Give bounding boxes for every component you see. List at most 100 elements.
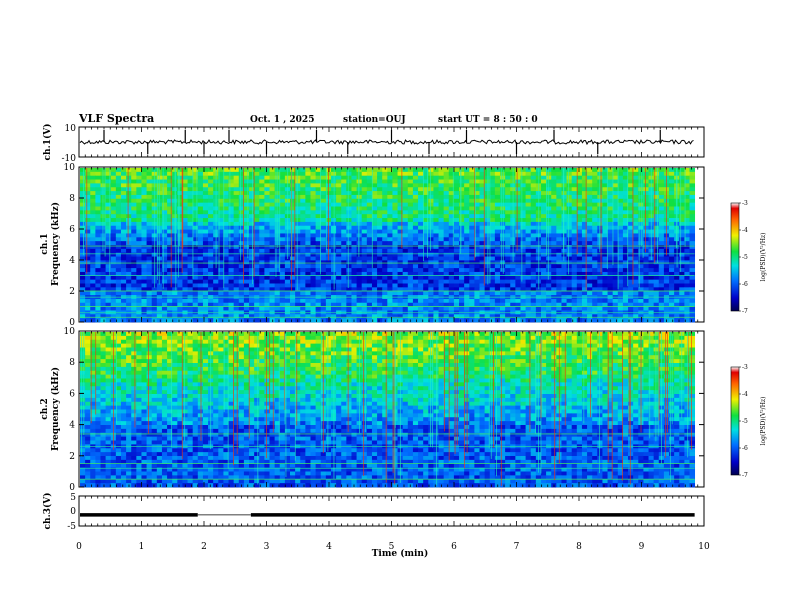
spectrogram-cell (202, 306, 209, 311)
spectrogram-cell (269, 206, 276, 211)
spectrogram-cell (85, 287, 91, 292)
spectrogram-cell (520, 260, 526, 265)
spectrogram-cell (571, 283, 578, 288)
spectrogram-cell (264, 283, 270, 288)
spectrogram-cell (161, 221, 168, 227)
spectrogram-cell (167, 229, 173, 234)
spectrogram-cell (228, 283, 235, 288)
spectrogram-cell (187, 191, 194, 196)
spectrogram-cell (607, 210, 614, 215)
spectrogram-cell (530, 225, 537, 230)
spectrogram-cell (264, 221, 270, 227)
spectrogram-cell (669, 248, 675, 254)
spectrogram-cell (658, 241, 665, 246)
spectrogram-cell (464, 275, 470, 281)
spectrogram-cell (638, 271, 644, 277)
spectrogram-cell (484, 233, 491, 238)
spectrogram-cell (597, 287, 603, 292)
spectrogram-cell (546, 318, 552, 323)
spectrogram-cell (448, 283, 455, 288)
spectrogram-cell (556, 318, 562, 323)
spectrogram-cell (581, 237, 588, 242)
spectrogram-cell (407, 314, 414, 319)
spectrogram-cell (474, 168, 480, 173)
spectrogram-cell (679, 229, 685, 234)
spectrogram-cell (581, 275, 588, 281)
spectrogram-cell (356, 291, 363, 296)
spectrogram-cell (469, 245, 475, 250)
spectrogram-cell (366, 218, 373, 223)
spectrogram-cell (269, 268, 276, 273)
spectrogram-cell (213, 318, 219, 323)
spectrogram-cell (223, 179, 229, 184)
spectrogram-cell (223, 221, 229, 227)
spectrogram-cell (397, 225, 404, 230)
spectrogram-cell (592, 175, 598, 180)
spectrogram-cell (146, 279, 153, 284)
spectrogram-cell (167, 214, 173, 219)
spectrogram-cell (418, 225, 424, 230)
spectrogram-cell (269, 248, 276, 254)
spectrogram-cell (264, 302, 270, 307)
spectrogram-cell (622, 318, 629, 323)
spectrogram-cell (233, 202, 240, 207)
spectrogram-cell (443, 318, 450, 323)
spectrogram-cell (633, 248, 639, 254)
spectrogram-cell (663, 275, 670, 281)
spectrogram-cell (218, 179, 224, 184)
spectrogram-cell (249, 245, 255, 250)
spectrogram-cell (530, 175, 537, 180)
spectrogram-cell (628, 271, 634, 277)
spectrogram-cell (305, 245, 311, 250)
spectrogram-cell (617, 302, 624, 307)
spectrogram-cell (182, 210, 188, 215)
spectrogram-cell (356, 233, 363, 238)
spectrogram-cell (566, 225, 573, 230)
spectrogram-cell (412, 302, 419, 307)
spectrogram-cell (643, 198, 649, 204)
spectrogram-cell (612, 302, 619, 307)
spectrogram-cell (453, 179, 460, 184)
spectrogram-cell (581, 306, 588, 311)
spectrogram-cell (438, 248, 445, 254)
spectrogram-cell (305, 187, 311, 192)
spectrogram-cell (110, 287, 117, 292)
spectrogram-cell (197, 275, 204, 281)
spectrogram-cell (305, 256, 311, 261)
spectrogram-cell (540, 318, 547, 323)
spectrogram-cell (397, 271, 404, 277)
spectrogram-cell (249, 279, 255, 284)
spectrogram-cell (80, 256, 86, 261)
spectrogram-cell (233, 179, 240, 184)
spectrogram-cell (161, 218, 168, 223)
spectrogram-cell (525, 233, 532, 238)
spectrogram-cell (407, 287, 414, 292)
spectrogram-cell (489, 283, 496, 288)
spectrogram-cell (336, 218, 342, 223)
spectrogram-cell (238, 245, 245, 250)
spectrogram-cell (361, 241, 368, 246)
spectrogram-cell (617, 202, 624, 207)
spectrogram-cell (172, 318, 178, 323)
spectrogram-cell (95, 210, 101, 215)
spectrogram-cell (453, 206, 460, 211)
spectrogram-cell (392, 291, 398, 296)
spectrogram-cell (126, 229, 132, 234)
spectrogram-cell (479, 306, 486, 311)
spectrogram-cell (300, 171, 306, 177)
spectrogram-cell (361, 198, 368, 204)
spectrogram-cell (346, 271, 352, 277)
ch1-waveform-ylabel: ch.1(V) (42, 124, 53, 161)
spectrogram-cell (469, 279, 475, 284)
spectrogram-cell (561, 287, 567, 292)
spectrogram-cell (520, 245, 526, 250)
spectrogram-cell (499, 175, 506, 180)
spectrogram-cell (438, 233, 445, 238)
spectrogram-cell (566, 233, 573, 238)
spectrogram-cell (228, 179, 235, 184)
spectrogram-cell (602, 314, 608, 319)
spectrogram-cell (592, 302, 598, 307)
spectrogram-cell (474, 318, 480, 323)
spectrogram-cell (202, 248, 209, 254)
spectrogram-cell (249, 318, 255, 323)
